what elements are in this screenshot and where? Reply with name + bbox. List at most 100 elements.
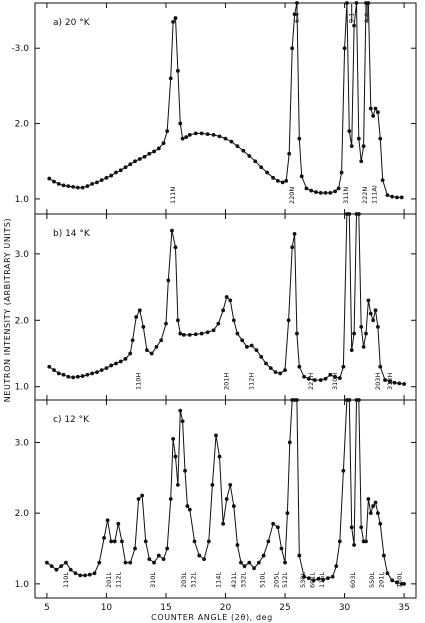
data-point: [152, 149, 156, 154]
data-point: [239, 560, 243, 565]
data-point: [247, 560, 252, 565]
data-point: [341, 468, 346, 473]
data-point: [347, 212, 352, 216]
reflection-label: 116L: [318, 572, 326, 588]
data-point: [231, 504, 236, 508]
data-point: [341, 364, 346, 369]
x-tick-label: 25: [279, 603, 290, 613]
data-point: [185, 504, 190, 508]
panel-label: b) 14 °K: [53, 229, 91, 239]
x-tick-label: 10: [101, 603, 113, 613]
data-point: [311, 578, 316, 583]
data-line: [49, 2, 402, 198]
data-point: [373, 500, 378, 505]
data-point: [359, 159, 364, 164]
reflection-label: 111AI: [370, 185, 378, 204]
data-point: [192, 539, 197, 544]
data-point: [231, 318, 236, 323]
reflection-label: 114L: [214, 572, 222, 588]
data-point: [54, 567, 59, 572]
data-point: [128, 162, 133, 167]
clipped-peak-label: 6.4: [293, 13, 301, 23]
reflection-label: 203H: [374, 373, 382, 390]
data-point: [221, 308, 226, 313]
data-point: [71, 184, 75, 189]
data-point: [75, 185, 80, 190]
data-point: [181, 333, 186, 337]
data-point: [345, 1, 349, 5]
data-point: [295, 1, 299, 5]
data-point: [140, 493, 145, 498]
data-point: [102, 535, 106, 540]
data-point: [265, 170, 270, 175]
data-point: [290, 46, 295, 51]
reflection-label: 530L: [299, 572, 307, 588]
data-point: [143, 539, 148, 544]
data-point: [193, 131, 198, 136]
data-point: [271, 175, 276, 180]
y-tick-label: 3.0: [15, 438, 30, 448]
data-point: [321, 577, 326, 582]
clipped-peak-label: 3.6: [363, 13, 371, 23]
data-point: [397, 381, 402, 386]
data-point: [323, 376, 328, 381]
panel-label: a) 20 °K: [53, 18, 91, 28]
data-point: [339, 170, 344, 175]
data-point: [216, 321, 221, 326]
data-point: [205, 330, 210, 335]
data-point: [334, 564, 339, 569]
data-point: [347, 398, 352, 402]
data-point: [297, 364, 302, 369]
data-point: [342, 46, 347, 51]
data-point: [211, 328, 216, 333]
data-point: [161, 557, 166, 562]
data-point: [271, 521, 276, 526]
data-point: [133, 546, 137, 551]
data-point: [206, 539, 211, 544]
data-point: [368, 511, 373, 516]
data-point: [180, 136, 185, 141]
data-point: [184, 135, 189, 140]
data-point: [337, 376, 342, 380]
data-point: [302, 574, 306, 579]
reflection-label: 312L: [189, 572, 197, 588]
data-point: [78, 573, 83, 578]
data-point: [295, 331, 299, 336]
data-point: [376, 110, 380, 115]
data-point: [80, 374, 85, 378]
reflection-label: 310L: [149, 572, 157, 588]
data-point: [156, 553, 161, 558]
data-point: [395, 195, 399, 200]
data-point: [205, 132, 210, 137]
data-point: [371, 114, 376, 118]
data-point: [352, 23, 356, 28]
data-point: [66, 374, 71, 379]
data-point: [165, 129, 170, 134]
data-point: [137, 308, 142, 313]
data-point: [295, 398, 299, 402]
data-point: [366, 497, 371, 501]
data-point: [175, 68, 180, 73]
data-point: [45, 560, 49, 565]
data-point: [123, 165, 128, 170]
data-point: [141, 325, 146, 329]
data-point: [85, 372, 90, 377]
data-point: [352, 331, 356, 336]
data-point: [228, 298, 233, 303]
data-point: [221, 521, 226, 526]
reflection-label: 512L: [281, 572, 289, 588]
data-point: [333, 374, 337, 379]
data-point: [337, 539, 342, 544]
data-point: [180, 419, 185, 424]
data-point: [290, 245, 295, 250]
data-point: [168, 497, 173, 501]
data-point: [128, 560, 133, 565]
reflection-label: 112H: [248, 373, 256, 390]
data-point: [287, 440, 292, 445]
data-point: [314, 190, 318, 195]
data-point: [286, 318, 291, 323]
data-point: [105, 518, 110, 523]
data-point: [259, 165, 264, 170]
data-point: [347, 129, 352, 134]
data-point: [364, 331, 368, 336]
